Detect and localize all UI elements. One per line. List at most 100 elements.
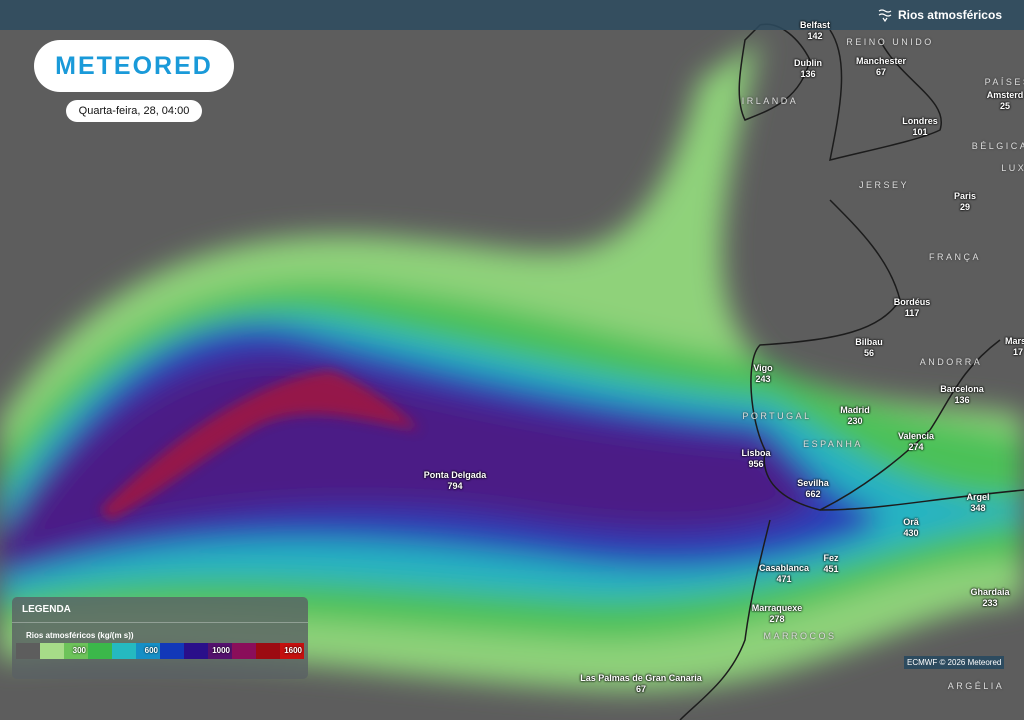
city-name: Sevilha xyxy=(797,478,829,488)
city-name: Marse xyxy=(1004,336,1024,346)
city-value: 956 xyxy=(748,459,764,469)
country-label: BÉLGICA xyxy=(971,141,1024,151)
city-name: Fez xyxy=(823,553,839,563)
city-name: Ghardaia xyxy=(970,587,1010,597)
city-label[interactable]: Marse17 xyxy=(1005,336,1024,358)
legend-bin: 600 xyxy=(136,643,160,659)
country-label: MARROCOS xyxy=(763,631,837,641)
city-name: Valencia xyxy=(897,431,935,441)
city-name: Las Palmas de Gran Canaria xyxy=(580,673,702,683)
city-value: 136 xyxy=(800,69,816,79)
legend-bin xyxy=(16,643,40,659)
coastlines xyxy=(679,23,1024,720)
city-name: Orã xyxy=(903,517,919,527)
legend-panel: LEGENDA Rios atmosféricos (kg/(m s)) 300… xyxy=(12,597,308,679)
country-label: PORTUGAL xyxy=(742,411,812,421)
legend-bin: 1000 xyxy=(208,643,232,659)
city-value: 243 xyxy=(755,374,771,384)
city-label[interactable]: Paris 29 xyxy=(954,191,976,213)
city-value: 451 xyxy=(823,564,839,574)
city-name: Madrid xyxy=(840,405,870,415)
city-label[interactable]: Marraquexe 278 xyxy=(752,603,803,625)
city-label[interactable]: Lisboa 956 xyxy=(741,448,770,470)
layer-selector[interactable]: Rios atmosféricos xyxy=(878,8,1002,22)
legend-bin xyxy=(88,643,112,659)
river-core-red xyxy=(100,370,420,520)
legend-bin xyxy=(232,643,256,659)
city-label[interactable]: Amsterd 25 xyxy=(987,90,1024,112)
city-name: Dublin xyxy=(794,58,822,68)
country-label: LUXE xyxy=(1001,163,1024,173)
layer-title: Rios atmosféricos xyxy=(897,8,1002,22)
city-name: Marraquexe xyxy=(751,603,803,613)
city-label[interactable]: Madrid 230 xyxy=(840,405,870,427)
city-label[interactable]: Las Palmas de Gran Canaria 67 xyxy=(580,673,702,695)
city-value: 348 xyxy=(970,503,986,513)
city-label[interactable]: Ponta Delgada 794 xyxy=(424,470,487,492)
city-name: Bordéus xyxy=(893,297,931,307)
city-label[interactable]: Vigo 243 xyxy=(753,363,772,385)
city-label[interactable]: Bilbau 56 xyxy=(855,337,883,359)
forecast-date: Quarta-feira, 28, 04:00 xyxy=(66,100,202,122)
legend-bin: 1600 xyxy=(280,643,304,659)
country-label: PAÍSES xyxy=(984,77,1024,87)
city-name: Londres xyxy=(902,116,938,126)
city-label[interactable]: Dublin 136 xyxy=(794,58,822,80)
city-value: 430 xyxy=(903,528,919,538)
country-label: JERSEY xyxy=(858,180,910,190)
country-label: ARGÉLIA xyxy=(947,681,1005,691)
country-label: FRANÇA xyxy=(928,252,982,262)
country-label: ESPANHA xyxy=(803,439,863,449)
city-value: 794 xyxy=(447,481,463,491)
city-value: 136 xyxy=(954,395,970,405)
legend-bin xyxy=(184,643,208,659)
city-name: Ponta Delgada xyxy=(423,470,487,480)
city-value: 471 xyxy=(776,574,792,584)
city-label[interactable]: Casablanca 471 xyxy=(759,563,809,585)
city-label[interactable]: Sevilha 662 xyxy=(797,478,829,500)
top-bar: Rios atmosféricos xyxy=(0,0,1024,30)
city-name: Argel xyxy=(966,492,990,502)
meteored-logo[interactable]: METEORED xyxy=(34,40,234,92)
city-value: 142 xyxy=(807,31,823,41)
city-name: Lisboa xyxy=(741,448,771,458)
river-band-purple xyxy=(0,354,820,570)
legend-bin xyxy=(112,643,136,659)
city-name: Manchester xyxy=(855,56,907,66)
city-value: 117 xyxy=(904,308,920,318)
city-value: 662 xyxy=(805,489,821,499)
city-label[interactable]: Bordéus 117 xyxy=(894,297,931,319)
city-label[interactable]: Manchester 67 xyxy=(856,56,906,78)
city-label[interactable]: Fez 451 xyxy=(823,553,838,575)
city-value: 278 xyxy=(769,614,785,624)
country-label: ANDORRA xyxy=(919,357,983,367)
city-label[interactable]: Argel 348 xyxy=(966,492,989,514)
city-name: Bilbau xyxy=(855,337,883,347)
city-value: 67 xyxy=(875,67,886,77)
city-label[interactable]: Valencia 274 xyxy=(898,431,934,453)
country-label: IRLANDA xyxy=(741,96,799,106)
legend-bin xyxy=(160,643,184,659)
city-value: 17 xyxy=(1012,347,1024,357)
country-label: REINO UNIDO xyxy=(846,37,934,47)
city-value: 67 xyxy=(635,684,646,694)
city-label[interactable]: Ghardaia 233 xyxy=(970,587,1009,609)
city-name: Belfast xyxy=(799,20,831,30)
city-label[interactable]: Orã 430 xyxy=(903,517,919,539)
city-name: Vigo xyxy=(753,363,773,373)
city-label[interactable]: Londres 101 xyxy=(902,116,938,138)
legend-bin xyxy=(256,643,280,659)
legend-subtitle: Rios atmosféricos (kg/(m s)) xyxy=(26,631,134,640)
city-label[interactable]: Barcelona 136 xyxy=(940,384,984,406)
city-value: 233 xyxy=(982,598,998,608)
city-name: Barcelona xyxy=(940,384,984,394)
city-value: 56 xyxy=(863,348,875,358)
city-name: Casablanca xyxy=(758,563,810,573)
city-value: 29 xyxy=(959,202,970,212)
legend-color-scale: 300 600 1000 1600 xyxy=(16,643,304,659)
city-name: Amsterd xyxy=(986,90,1024,100)
city-value: 274 xyxy=(908,442,924,452)
city-label[interactable]: Belfast 142 xyxy=(800,20,830,42)
legend-bin: 300 xyxy=(64,643,88,659)
